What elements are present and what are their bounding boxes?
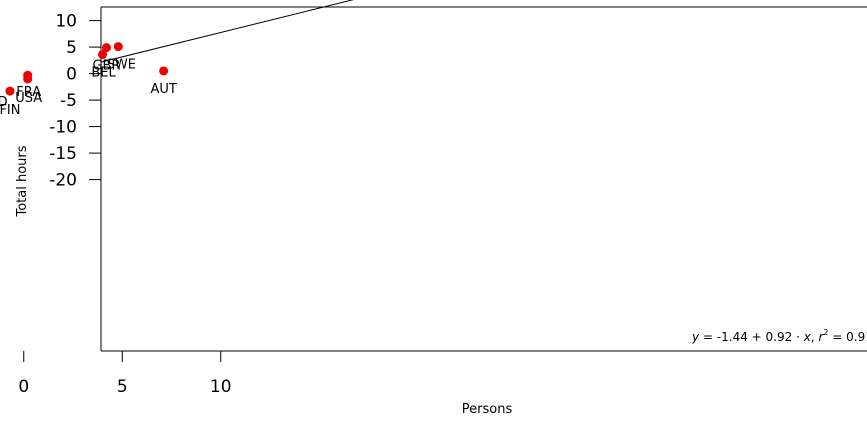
data-point-aut [159,66,169,76]
y-axis-title: Total hours [15,145,30,217]
x-tick-label: 10 [210,377,232,397]
y-tick-label: 10 [55,12,77,32]
x-tick-label: 5 [117,377,128,397]
point-label-fin: FIN [0,103,20,118]
equation-x: x [803,330,812,344]
data-point-swe [113,42,123,52]
data-point-gbr [101,43,111,53]
data-point-fin [5,86,15,96]
point-label-swe: SWE [107,58,136,73]
equation-body: = -1.44 + 0.92 · [699,330,804,344]
point-label-usa: USA [15,91,42,106]
equation-r2-value: = 0.91 [828,330,867,344]
regression-line [100,0,355,63]
y-tick-label: -10 [49,118,77,138]
y-tick-label: 5 [66,38,77,58]
equation-r: r [818,330,824,344]
point-labels: ESPPRTIRLITADNKNLDFINFRAUSABELGBRSWEAUT [0,58,177,119]
y-tick-label: 0 [66,65,77,85]
point-label-nld: NLD [0,95,8,110]
plot-area [100,0,867,352]
equation-sep: , [811,330,819,344]
equation-y: y [691,330,700,344]
point-label-bel: BEL [91,66,116,81]
data-point-usa [23,74,33,84]
y-tick-label: -5 [60,91,77,111]
y-tick-label: -15 [49,144,77,164]
point-label-aut: AUT [150,82,176,97]
data-points [5,42,169,96]
equation-superscript: 2 [823,328,828,337]
point-label-gbr: GBR [92,59,120,74]
data-point-bel [98,50,108,60]
y-tick-label: -20 [49,171,77,191]
point-label-fra: FRA [16,85,41,100]
y-axis: -20 -15 -10 -5 0 5 10 [49,12,101,191]
regression-equation: y = -1.44 + 0.92 · x, r2 = 0.91 [691,328,867,344]
x-axis-title: Persons [462,402,513,417]
x-tick-label: 0 [18,377,29,397]
